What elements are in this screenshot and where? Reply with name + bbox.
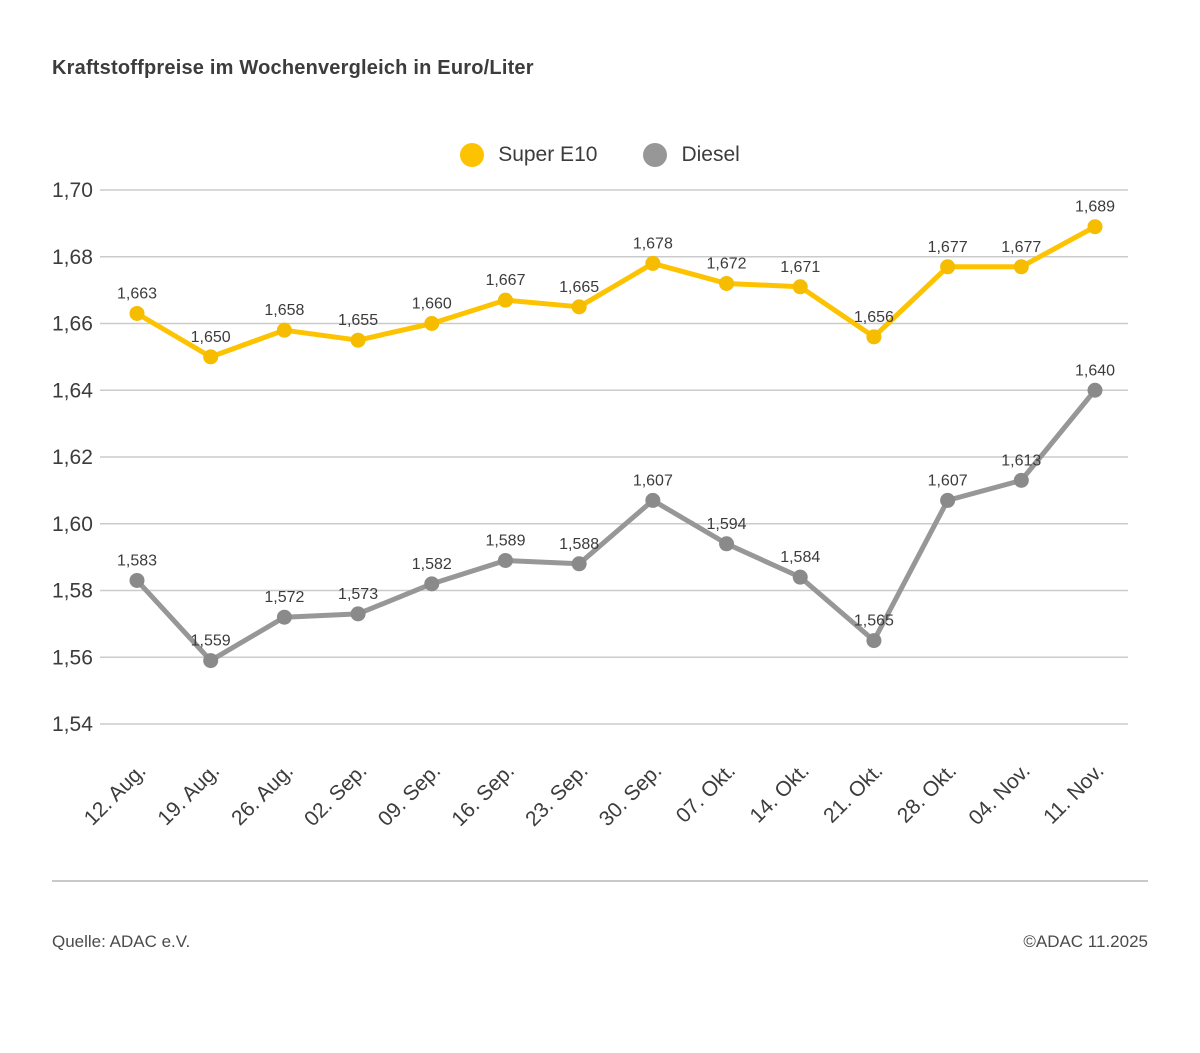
x-tick-label: 16. Sep. — [447, 759, 519, 831]
data-label: 1,565 — [854, 613, 894, 630]
y-tick-label: 1,54 — [52, 713, 93, 736]
data-point — [719, 275, 735, 291]
data-point — [645, 255, 661, 271]
x-tick-label: 11. Nov. — [1039, 759, 1108, 828]
x-tick-label: 04. Nov. — [964, 759, 1034, 829]
x-tick-label: 19. Aug. — [153, 759, 224, 830]
line-chart: 1,70 1,68 1,66 1,64 1,62 1,60 1,58 1,56 1,54 12. … — [52, 179, 1128, 831]
data-point — [424, 576, 440, 592]
data-point — [350, 606, 366, 622]
legend-item-super-e10: Super E10 — [460, 143, 597, 167]
data-label: 1,650 — [191, 329, 231, 346]
x-tick-label: 14. Okt. — [746, 759, 814, 827]
data-point — [203, 349, 219, 365]
y-tick-label: 1,58 — [52, 580, 93, 603]
x-tick-label: 28. Okt. — [893, 759, 961, 827]
x-tick-label: 26. Aug. — [227, 759, 298, 830]
data-label: 1,607 — [633, 472, 673, 489]
y-tick-label: 1,62 — [52, 446, 93, 469]
data-label: 1,671 — [780, 259, 820, 276]
x-tick-label: 12. Aug. — [80, 759, 151, 830]
footer: Quelle: ADAC e.V. ©ADAC 11.2025 — [52, 932, 1148, 952]
y-tick-label: 1,60 — [52, 513, 93, 536]
data-label: 1,677 — [928, 239, 968, 256]
data-label: 1,582 — [412, 556, 452, 573]
page-title: Kraftstoffpreise im Wochenvergleich in E… — [52, 57, 534, 79]
data-label: 1,594 — [707, 516, 747, 533]
legend-label-diesel: Diesel — [681, 143, 740, 166]
data-point — [571, 299, 587, 315]
data-point — [129, 305, 145, 321]
data-label: 1,689 — [1075, 199, 1115, 216]
data-point — [497, 552, 513, 568]
data-label: 1,672 — [707, 255, 747, 272]
diesel-dot-icon — [643, 143, 668, 167]
data-point — [424, 316, 440, 331]
data-label: 1,678 — [633, 235, 673, 252]
data-label: 1,583 — [117, 552, 157, 569]
data-point — [719, 536, 735, 552]
data-point — [1087, 219, 1103, 235]
footer-divider — [52, 880, 1148, 882]
data-label: 1,573 — [338, 586, 378, 603]
x-tick-label: 30. Sep. — [595, 759, 667, 831]
data-label: 1,584 — [780, 549, 820, 566]
data-point — [203, 653, 219, 669]
data-label: 1,656 — [854, 309, 894, 326]
data-label: 1,613 — [1001, 452, 1041, 469]
y-tick-label: 1,68 — [52, 246, 93, 269]
data-point — [940, 492, 956, 508]
data-label: 1,572 — [264, 589, 304, 606]
legend: Super E10 Diesel — [0, 143, 1200, 167]
data-label: 1,658 — [264, 302, 304, 319]
copyright-text: ©ADAC 11.2025 — [1023, 932, 1148, 951]
data-point — [276, 322, 292, 338]
series-line-1 — [134, 387, 1098, 664]
data-label: 1,667 — [485, 272, 525, 289]
data-point — [866, 329, 882, 345]
data-point — [645, 492, 661, 508]
source-text: Quelle: ADAC e.V. — [52, 932, 191, 951]
data-label: 1,663 — [117, 285, 157, 302]
data-point — [497, 292, 513, 308]
data-label: 1,677 — [1001, 239, 1041, 256]
data-point — [129, 572, 145, 588]
data-point — [1087, 382, 1103, 398]
series-line-0 — [134, 224, 1098, 360]
data-label: 1,559 — [191, 633, 231, 650]
x-tick-label: 09. Sep. — [374, 759, 446, 831]
y-tick-label: 1,64 — [52, 379, 93, 402]
data-label: 1,665 — [559, 279, 599, 296]
data-point — [792, 569, 808, 585]
data-point — [1013, 259, 1029, 275]
data-label: 1,588 — [559, 536, 599, 553]
data-point — [276, 609, 292, 625]
data-label: 1,655 — [338, 312, 378, 329]
x-tick-label: 23. Sep. — [521, 759, 593, 831]
data-point — [350, 332, 366, 348]
y-tick-label: 1,56 — [52, 646, 93, 669]
x-tick-label: 02. Sep. — [300, 759, 372, 831]
data-label: 1,607 — [928, 472, 968, 489]
data-point — [866, 633, 882, 649]
x-tick-label: 07. Okt. — [672, 759, 740, 827]
legend-item-diesel: Diesel — [643, 143, 740, 167]
data-label: 1,660 — [412, 296, 452, 313]
data-point — [571, 556, 587, 572]
data-label: 1,589 — [485, 532, 525, 549]
data-point — [1013, 472, 1029, 488]
super-e10-dot-icon — [460, 143, 485, 167]
y-tick-label: 1,70 — [52, 179, 93, 202]
y-tick-label: 1,66 — [52, 313, 93, 336]
data-label: 1,640 — [1075, 362, 1115, 379]
x-tick-label: 21. Okt. — [819, 759, 887, 827]
data-point — [792, 279, 808, 295]
data-point — [940, 259, 956, 275]
legend-label-super-e10: Super E10 — [498, 143, 598, 166]
